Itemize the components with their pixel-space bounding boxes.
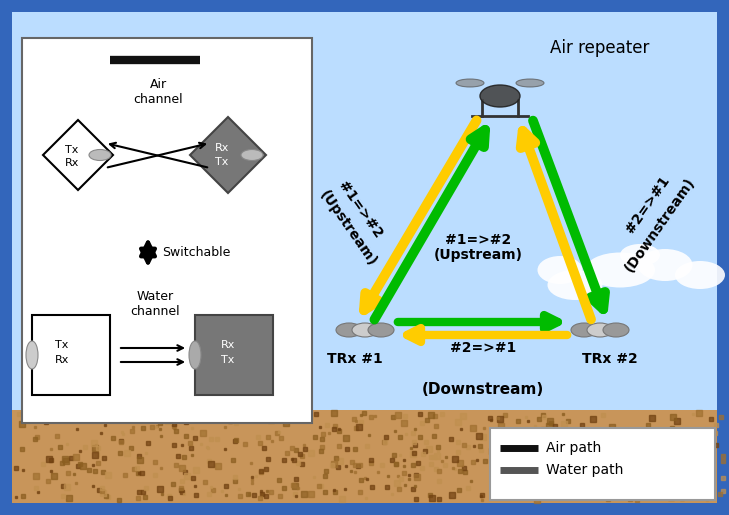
Bar bbox=[12, 12, 717, 432]
Ellipse shape bbox=[456, 79, 484, 87]
Ellipse shape bbox=[26, 341, 38, 369]
Ellipse shape bbox=[480, 85, 520, 107]
Text: (Downstream): (Downstream) bbox=[623, 175, 698, 275]
Text: TRx #1: TRx #1 bbox=[327, 352, 383, 366]
Ellipse shape bbox=[675, 261, 725, 289]
Text: Air path: Air path bbox=[546, 441, 601, 455]
Text: Air
channel: Air channel bbox=[133, 78, 183, 106]
Text: Tx: Tx bbox=[215, 157, 229, 167]
Text: #2=>#1: #2=>#1 bbox=[450, 341, 516, 355]
Ellipse shape bbox=[241, 149, 263, 161]
Ellipse shape bbox=[89, 149, 111, 161]
Polygon shape bbox=[190, 117, 266, 193]
Text: Water path: Water path bbox=[546, 463, 623, 477]
Ellipse shape bbox=[637, 249, 693, 281]
Ellipse shape bbox=[547, 270, 602, 300]
Bar bbox=[195, 315, 273, 395]
Ellipse shape bbox=[620, 244, 660, 266]
Text: Rx: Rx bbox=[65, 158, 79, 168]
Text: Rx: Rx bbox=[55, 355, 69, 365]
Text: Rx: Rx bbox=[221, 340, 235, 350]
Text: Tx: Tx bbox=[66, 145, 79, 155]
Text: #1=>#2: #1=>#2 bbox=[335, 179, 385, 241]
Polygon shape bbox=[43, 120, 113, 190]
Ellipse shape bbox=[585, 252, 655, 287]
Text: Tx: Tx bbox=[55, 340, 69, 350]
Ellipse shape bbox=[352, 323, 378, 337]
Text: #1=>#2: #1=>#2 bbox=[445, 233, 511, 247]
Bar bbox=[490, 428, 715, 500]
Ellipse shape bbox=[368, 323, 394, 337]
Text: Air repeater: Air repeater bbox=[550, 39, 650, 57]
Ellipse shape bbox=[537, 256, 582, 284]
Ellipse shape bbox=[336, 323, 362, 337]
Ellipse shape bbox=[603, 323, 629, 337]
Ellipse shape bbox=[587, 323, 613, 337]
Text: (Upstream): (Upstream) bbox=[316, 187, 379, 268]
Ellipse shape bbox=[189, 341, 201, 369]
Ellipse shape bbox=[516, 79, 544, 87]
Bar bbox=[12, 410, 717, 503]
Bar bbox=[22, 38, 312, 423]
Text: Rx: Rx bbox=[215, 143, 229, 153]
Text: (Upstream): (Upstream) bbox=[434, 248, 523, 262]
Text: Water
channel: Water channel bbox=[130, 290, 180, 318]
Text: #2=>#1: #2=>#1 bbox=[623, 174, 673, 236]
Text: Switchable: Switchable bbox=[162, 246, 230, 259]
Text: TRx #2: TRx #2 bbox=[582, 352, 638, 366]
Ellipse shape bbox=[571, 323, 597, 337]
Text: (Downstream): (Downstream) bbox=[422, 383, 544, 398]
Bar bbox=[32, 315, 110, 395]
Text: Tx: Tx bbox=[222, 355, 235, 365]
